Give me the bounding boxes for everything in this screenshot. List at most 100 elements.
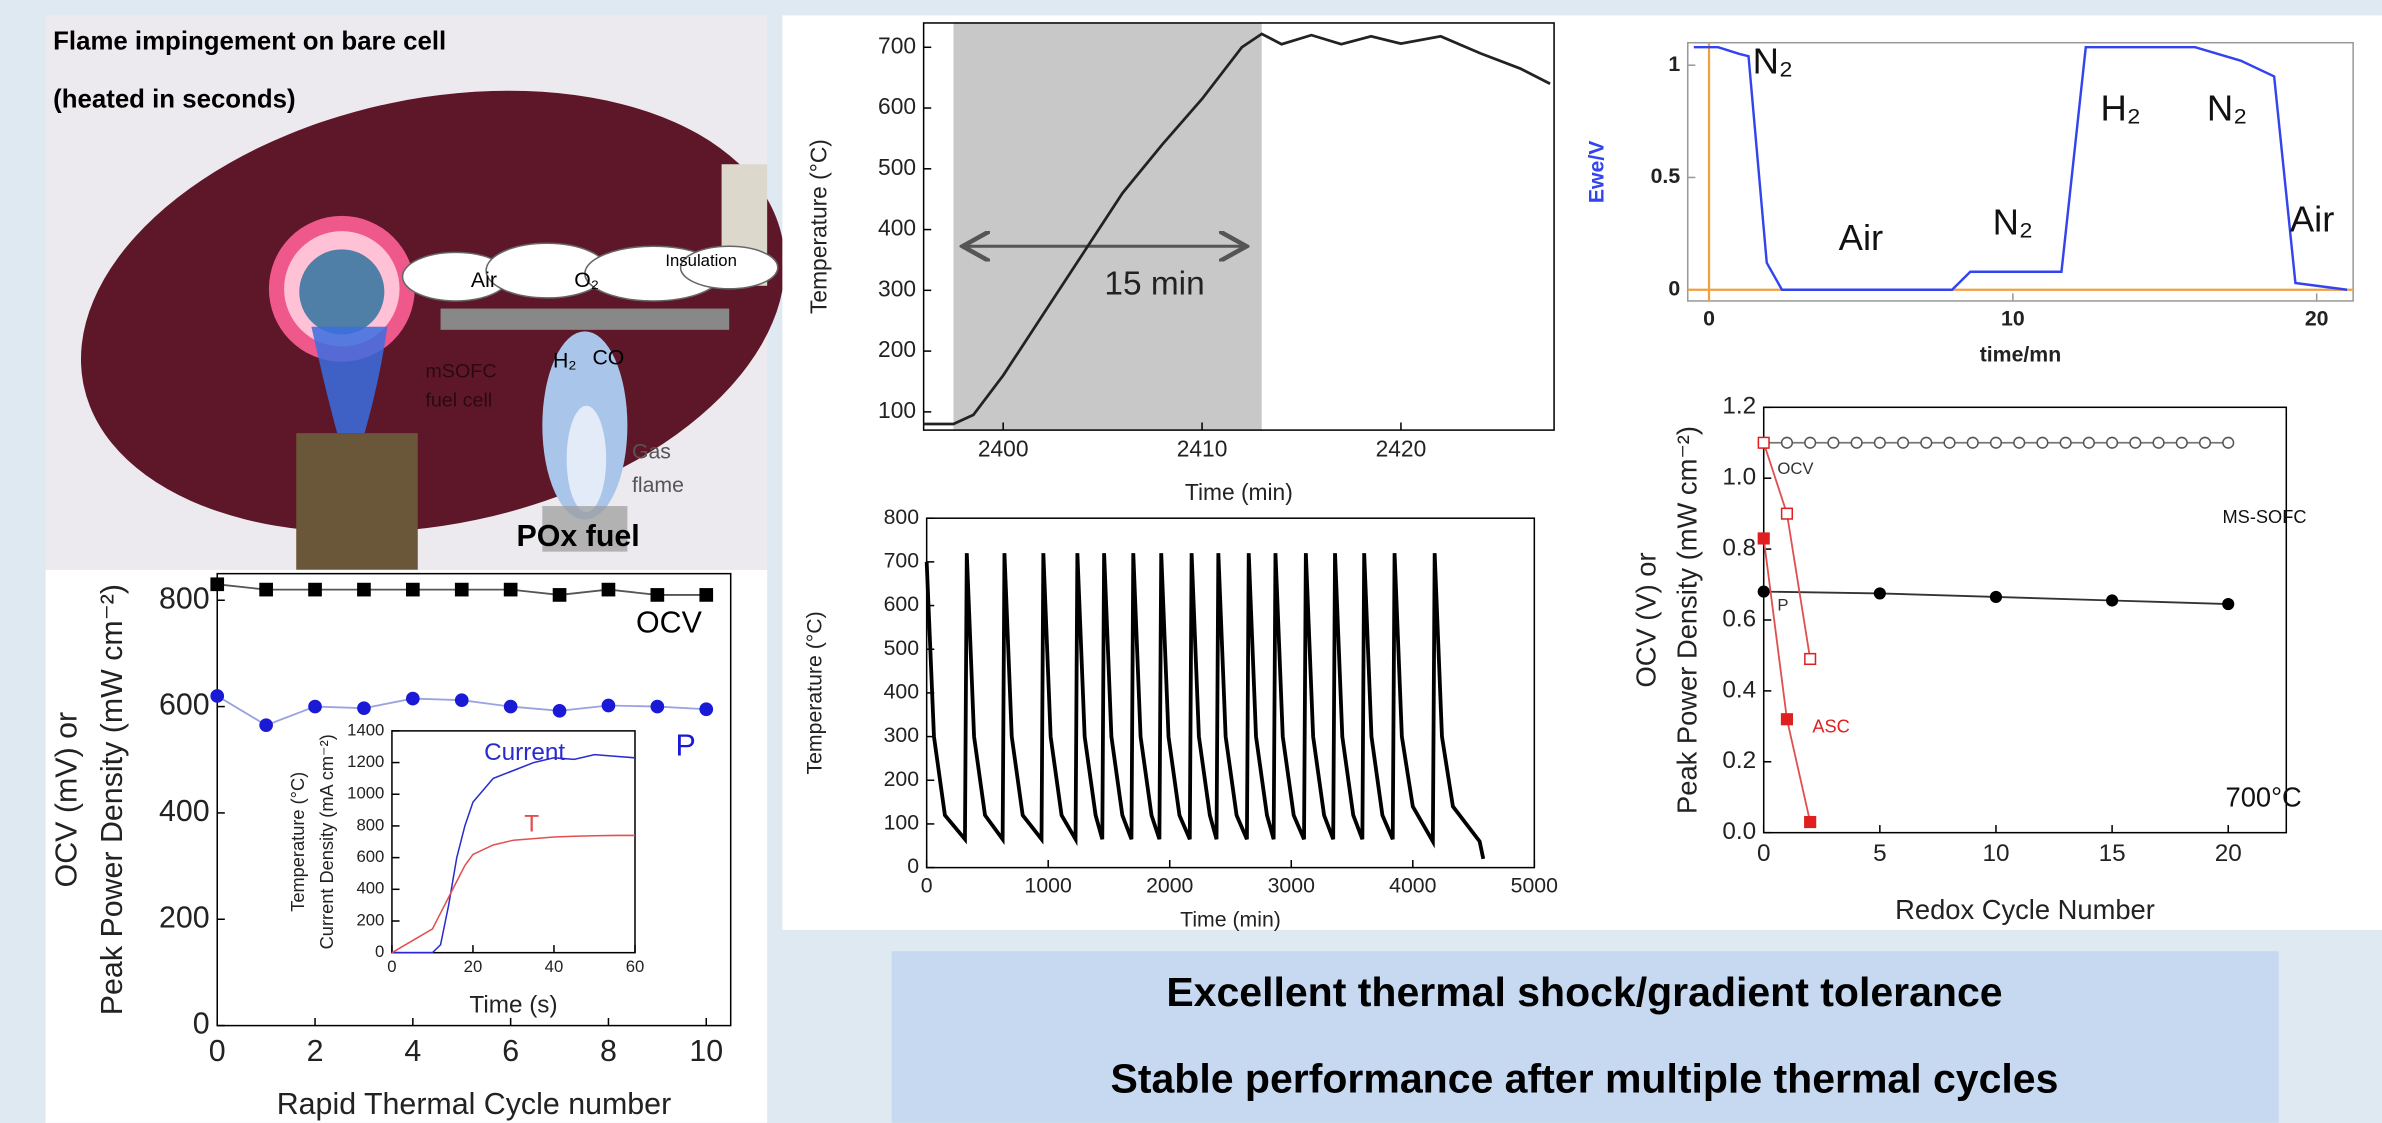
marker [2106, 436, 2119, 449]
marker [357, 582, 371, 597]
marker [2175, 436, 2188, 449]
banner-text: Excellent thermal shock/gradient toleran… [1166, 969, 2002, 1015]
photo-label: POx fuel [517, 519, 640, 553]
y-tick-label: 0.6 [1722, 605, 1756, 632]
series-label: T [524, 810, 539, 837]
marker [1804, 815, 1817, 829]
y-tick-label: 0.0 [1722, 818, 1756, 845]
y-tick-label: 800 [356, 815, 384, 834]
marker [406, 582, 420, 597]
y-tick-label: 1400 [347, 720, 384, 739]
y-tick-label: 0.8 [1722, 535, 1756, 562]
marker [210, 689, 225, 703]
x-tick-label: 0 [921, 873, 933, 897]
marker [2013, 436, 2026, 449]
x-tick-label: 6 [502, 1034, 519, 1068]
y-tick-label: 700 [884, 548, 919, 572]
y-tick-label: 800 [159, 581, 210, 615]
marker [552, 703, 567, 718]
x-tick-label: 4000 [1389, 873, 1436, 897]
x-tick-label: 1000 [1025, 873, 1072, 897]
x-tick-label: 4 [404, 1034, 421, 1068]
marker [1780, 713, 1794, 726]
x-tick-label: 10 [2001, 307, 2025, 331]
y-tick-label: 600 [356, 847, 384, 866]
photo-label: Insulation [665, 251, 737, 270]
highlight [953, 22, 1262, 431]
marker [2222, 597, 2235, 611]
y-tick-label: 1000 [347, 784, 384, 803]
annotation: N₂ [2207, 88, 2247, 129]
marker [552, 588, 567, 602]
marker [2082, 436, 2095, 449]
marker [1966, 436, 1979, 449]
annotation: OCV [1777, 459, 1814, 478]
y-tick-label: 0 [375, 942, 384, 961]
marker [2059, 436, 2072, 449]
plot-frame [216, 572, 732, 1027]
y-axis-label: Peak Power Density (mW cm⁻²) [95, 584, 129, 1015]
marker [1850, 436, 1863, 449]
annotation: MS-SOFC [2222, 507, 2306, 527]
annotation: 15 min [1104, 266, 1204, 303]
y-tick-label: 300 [878, 275, 916, 301]
y-tick-label: 0 [193, 1007, 210, 1041]
marker [2222, 436, 2235, 449]
y-axis-label: Temperature (°C) [805, 139, 831, 314]
marker [503, 699, 518, 714]
y-tick-label: 600 [884, 592, 919, 616]
marker [1804, 652, 1817, 666]
marker [259, 718, 273, 733]
y-tick-label: 200 [878, 336, 916, 362]
x-tick-label: 3000 [1268, 873, 1315, 897]
marker [1757, 585, 1770, 598]
marker [1943, 436, 1956, 449]
y-tick-label: 100 [878, 397, 916, 423]
x-tick-label: 0 [1757, 840, 1771, 867]
series-line [391, 753, 636, 954]
y-tick-label: 200 [356, 910, 384, 929]
y-tick-label: 0.2 [1722, 747, 1756, 774]
y-tick-label: 700 [878, 32, 916, 58]
photo-label: Gas [632, 439, 671, 463]
photo-title: (heated in seconds) [53, 85, 295, 113]
series-line [391, 834, 635, 954]
y-tick-label: 600 [159, 688, 210, 722]
x-axis-label: Redox Cycle Number [1895, 894, 2155, 925]
marker [2106, 594, 2119, 607]
x-tick-label: 0 [387, 957, 396, 976]
y-tick-label: 800 [884, 505, 919, 529]
y-tick-label: 400 [878, 215, 916, 241]
photo-label: mSOFC [425, 361, 496, 383]
annotation: H₂ [2100, 88, 2140, 129]
plot-frame [1686, 41, 2354, 302]
marker [1780, 436, 1794, 449]
series-line [923, 32, 1551, 426]
y-tick-label: 400 [884, 680, 919, 704]
y-tick-label: 100 [884, 811, 919, 835]
y-tick-label: 600 [878, 93, 916, 119]
x-tick-label: 2410 [1177, 436, 1228, 462]
y-axis-label: OCV (V) or [1630, 552, 1661, 687]
series-line [1693, 45, 2348, 291]
photo-label: flame [632, 473, 684, 497]
x-tick-label: 10 [1982, 840, 2009, 867]
marker [454, 582, 469, 597]
photo-label: H₂ [553, 348, 577, 372]
marker [1920, 436, 1933, 449]
marker [1989, 590, 2003, 604]
marker [503, 582, 518, 597]
marker [308, 699, 322, 714]
marker [699, 702, 714, 717]
x-tick-label: 0 [1703, 307, 1715, 331]
series-label: Current [484, 739, 565, 766]
y-axis-label: Ewe/V [1585, 140, 1609, 203]
x-tick-label: 60 [626, 957, 645, 976]
series-label: OCV [636, 606, 703, 640]
x-tick-label: 20 [2305, 307, 2329, 331]
plot-frame [922, 22, 1555, 431]
y-tick-label: 300 [884, 723, 919, 747]
y-tick-label: 500 [884, 636, 919, 660]
marker [1804, 436, 1817, 449]
